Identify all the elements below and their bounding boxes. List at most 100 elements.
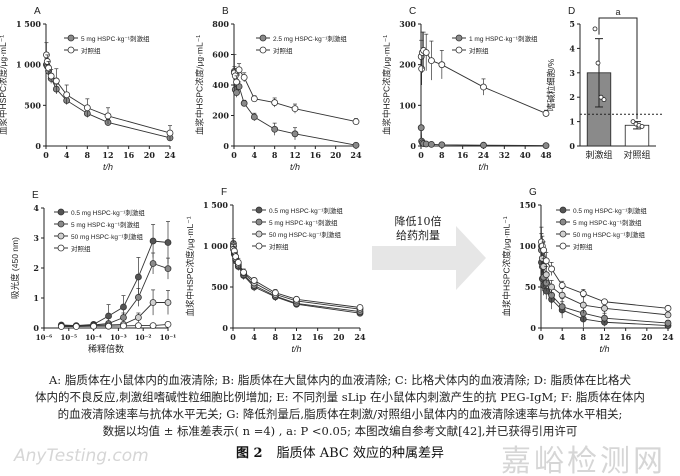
- y-tick-label: 500: [211, 282, 228, 292]
- data-point: [164, 299, 172, 306]
- x-tick-label: 4: [559, 332, 565, 342]
- x-tick-label: 4: [252, 150, 258, 160]
- legend-marker: [255, 230, 263, 238]
- data-point: [149, 299, 157, 306]
- panel-label: G: [529, 187, 537, 198]
- legend-marker: [559, 206, 567, 214]
- y-tick-label: 1 000: [203, 241, 228, 251]
- data-point: [540, 246, 548, 254]
- data-point: [579, 301, 587, 309]
- y-tick-label: 4: [33, 203, 39, 213]
- legend-label: 2.5 mg HSPC·kg⁻¹刺激组: [273, 34, 347, 43]
- x-tick-label: 0: [230, 332, 236, 342]
- data-point: [542, 110, 550, 117]
- chart-panel-c: C 0 100 200 300 0 8 16 24 32 40 48 t/h 血浆中HSPC浓度/μg·m…: [381, 6, 552, 172]
- data-point: [480, 83, 487, 91]
- series: [57, 252, 172, 330]
- x-tick-label: 10⁻²: [135, 333, 152, 342]
- data-point: [63, 91, 71, 99]
- y-tick-label: 1: [569, 117, 575, 127]
- y-tick-label: 600: [212, 50, 229, 60]
- watermark: 嘉峪检测网: [501, 444, 666, 476]
- arrow-label-line2: 给药剂量: [396, 229, 440, 242]
- data-point: [592, 26, 598, 32]
- data-point: [134, 322, 142, 330]
- x-tick-label: 10⁻³: [110, 333, 127, 342]
- y-tick-label: 3: [569, 68, 575, 78]
- data-point: [558, 303, 566, 311]
- x-tick-label: 16: [312, 332, 324, 342]
- legend-marker: [67, 34, 75, 42]
- legend-label: 5 mg HSPC·kg⁻¹刺激组: [71, 220, 140, 229]
- series-line: [61, 262, 169, 327]
- x-axis-label: t/h: [291, 344, 301, 354]
- figure-number: 图 2: [236, 446, 263, 461]
- legend-marker: [255, 206, 263, 214]
- series: [43, 42, 174, 141]
- x-tick-label: 8: [85, 150, 91, 160]
- x-category-label: 对照组: [623, 149, 650, 160]
- data-point: [271, 125, 279, 133]
- x-tick-label: 20: [641, 332, 653, 342]
- data-point: [104, 112, 112, 120]
- y-axis-label: 嗜碱粒细胞/%: [546, 58, 556, 111]
- data-point: [601, 304, 608, 312]
- legend-label: 对照组: [71, 244, 91, 253]
- x-tick-label: 0: [538, 332, 544, 342]
- series: [417, 124, 550, 149]
- series: [538, 226, 672, 312]
- panel-label: E: [32, 190, 39, 201]
- data-point: [45, 64, 52, 72]
- y-axis-label: 吸光度 (450 nm): [10, 237, 20, 299]
- data-point: [639, 124, 645, 129]
- y-tick-label: 2: [33, 263, 39, 273]
- figure-title-text: 脂质体 ABC 效应的种属差异: [276, 446, 444, 461]
- y-tick-label: 800: [212, 19, 229, 29]
- x-tick-label: 4: [251, 332, 257, 342]
- series-line: [61, 240, 169, 327]
- chart-panel-a: A 0 500 1 000 1 500 0 4 8 12 16 20 24 t/h 血浆中HSPC浓度/μ…: [0, 6, 176, 172]
- y-axis-label: 血浆中HSPC浓度/μg·mL⁻¹: [194, 35, 204, 135]
- chart-panel-d: D 0 1 2 3 4 5 嗜碱粒细胞/% 刺激组 对照组 a: [546, 6, 664, 160]
- x-tick-label: 20: [333, 332, 345, 342]
- y-tick-label: 0: [530, 323, 536, 333]
- y-tick-label: 0: [223, 141, 229, 151]
- data-point: [230, 247, 238, 255]
- data-point: [134, 314, 142, 321]
- x-category-label: 刺激组: [585, 149, 612, 160]
- caption-line: 数据以均值 ± 标准差表示( n =4) , a: P <0.05; 本图改编自…: [102, 424, 578, 438]
- x-axis-label: t/h: [478, 162, 488, 172]
- data-point: [417, 124, 425, 132]
- x-tick-label: 40: [520, 150, 532, 160]
- data-point: [164, 265, 172, 273]
- x-tick-label: 16: [620, 332, 632, 342]
- y-tick-label: 1: [33, 293, 39, 303]
- panel-label: D: [568, 6, 575, 17]
- legend-label: 0.5 mg HSPC·kg⁻¹刺激组: [573, 206, 647, 215]
- legend-label: 5 mg HSPC·kg⁻¹刺激组: [573, 218, 642, 227]
- y-tick-label: 2: [569, 92, 575, 102]
- y-tick-label: 200: [212, 111, 229, 121]
- legend-label: 5 mg HSPC·kg⁻¹刺激组: [269, 218, 338, 227]
- y-axis-label: 血浆中HSPC浓度/μg·mL⁻¹: [185, 216, 195, 316]
- caption-line: 体内的不良反应,刺激组嗜碱性粒细胞比例增加; E: 不同剂量 sLip 在小鼠体…: [35, 390, 645, 404]
- arrow-label: 降低10倍 给药剂量: [388, 215, 448, 243]
- data-point: [579, 290, 587, 297]
- data-point: [664, 311, 672, 319]
- x-tick-label: 10⁻⁶: [36, 333, 53, 342]
- x-tick-label: 8: [439, 150, 445, 160]
- y-tick-label: 100: [399, 100, 416, 110]
- y-tick-label: 400: [212, 80, 229, 90]
- data-point: [57, 323, 65, 330]
- x-tick-label: 12: [599, 332, 610, 342]
- data-point: [105, 322, 112, 330]
- y-tick-label: 200: [399, 60, 416, 70]
- x-tick-label: 24: [164, 150, 176, 160]
- data-point: [356, 304, 364, 311]
- data-point: [428, 57, 435, 64]
- x-tick-label: 16: [457, 150, 469, 160]
- data-point: [542, 257, 550, 265]
- watermark-url: AnyTesting.com: [14, 446, 149, 466]
- x-tick-label: 12: [289, 150, 300, 160]
